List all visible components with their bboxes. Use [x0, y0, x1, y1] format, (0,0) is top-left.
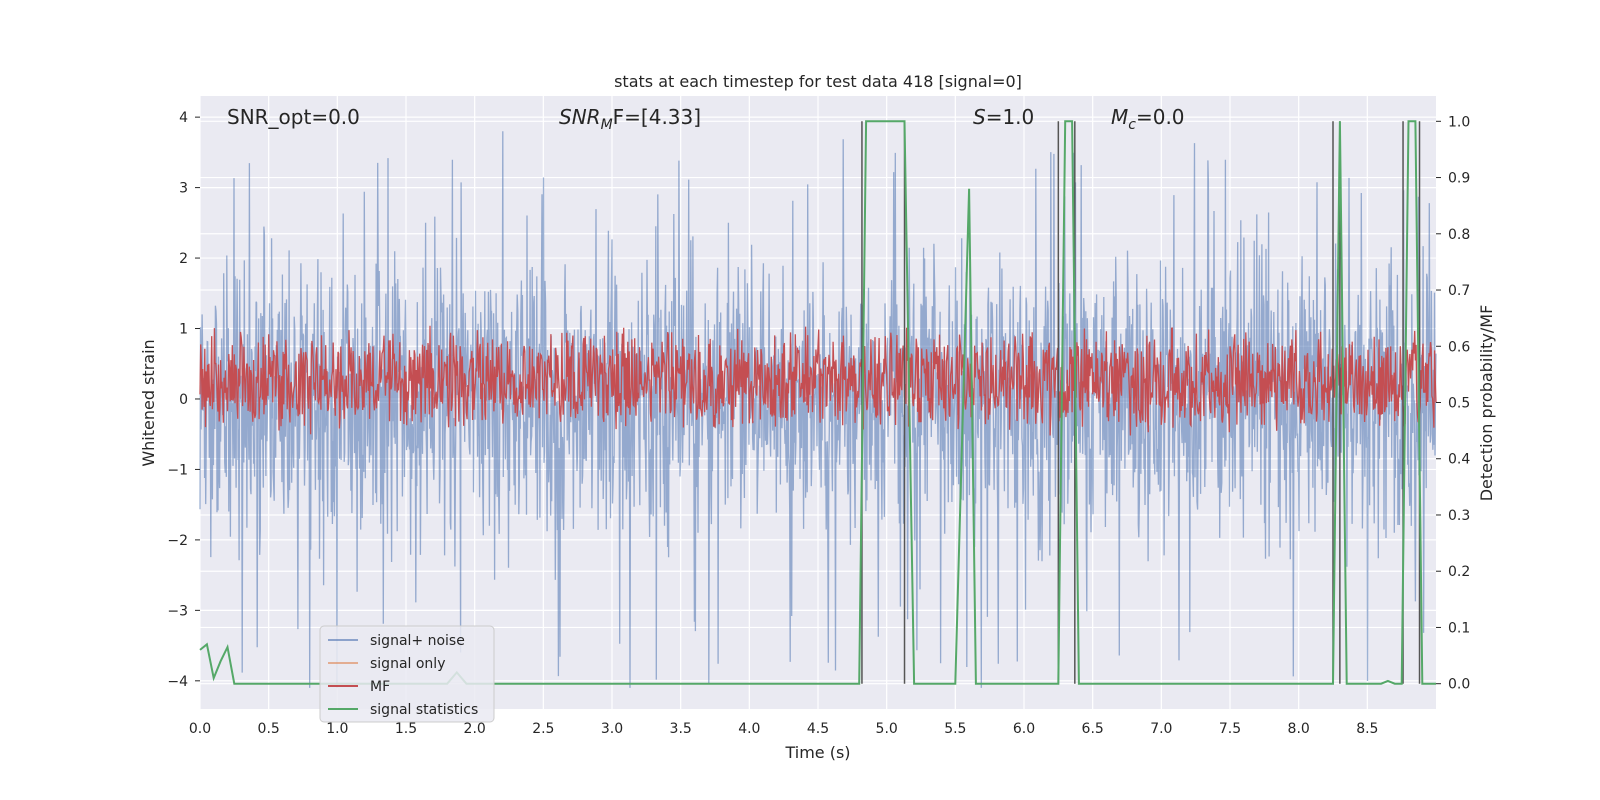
- x-axis-label: Time (s): [784, 743, 850, 762]
- x-tick-label: 7.0: [1150, 721, 1172, 737]
- annotation-snr-opt: SNR_opt=0.0: [227, 105, 360, 129]
- x-tick-label: 1.5: [395, 721, 417, 737]
- legend-label-mf: MF: [370, 679, 390, 695]
- annotation-mc-sub: c: [1128, 117, 1136, 133]
- annotation-mc-rest: =0.0: [1136, 105, 1185, 129]
- legend-label-signal-noise: signal+ noise: [370, 633, 465, 649]
- x-tick-label: 7.5: [1219, 721, 1241, 737]
- x-tick-label: 3.0: [601, 721, 623, 737]
- x-tick-label: 5.5: [944, 721, 966, 737]
- y-tick-label: −4: [167, 674, 188, 690]
- y-right-tick-label: 0.7: [1448, 283, 1470, 299]
- x-tick-labels: 0.0 0.5 1.0 1.5 2.0 2.5 3.0 3.5 4.0 4.5 5.0 5.5 6.0 6…: [189, 721, 1379, 737]
- x-tick-label: 5.0: [876, 721, 898, 737]
- y-right-tick-label: 0.9: [1448, 171, 1470, 187]
- y-tick-label: 4: [179, 110, 188, 126]
- legend-box: [319, 625, 495, 723]
- mf-series: [199, 325, 1437, 436]
- x-tick-label: 8.0: [1288, 721, 1310, 737]
- y-right-tick-label: 0.0: [1448, 677, 1470, 693]
- x-tick-label: 6.0: [1013, 721, 1035, 737]
- legend-label-signal-statistics: signal statistics: [370, 702, 478, 718]
- annotation-snr-mf-rest: F=[4.33]: [613, 105, 701, 129]
- x-tick-label: 3.5: [670, 721, 692, 737]
- annotation-s: S=1.0: [973, 105, 1034, 129]
- y-right-tick-label: 0.3: [1448, 508, 1470, 524]
- y-tick-label: 2: [179, 251, 188, 267]
- y-tick-label: −3: [167, 603, 188, 619]
- y-right-tick-label: 0.4: [1448, 452, 1470, 468]
- y-right-tick-label: 0.6: [1448, 339, 1470, 355]
- annotation-s-rest: =1.0: [986, 105, 1035, 129]
- x-tick-label: 8.5: [1356, 721, 1378, 737]
- legend-label-signal-only: signal only: [370, 656, 445, 672]
- x-tick-label: 4.0: [738, 721, 760, 737]
- y-right-tick-label: 0.5: [1448, 396, 1470, 412]
- signal-noise-line: [199, 131, 1437, 688]
- y-right-axis-label: Detection probability/MF: [1477, 305, 1496, 502]
- annotation-mc: Mc=0.0: [1111, 105, 1185, 133]
- annotation-mc-main: M: [1111, 105, 1128, 129]
- x-tick-label: 0.0: [189, 721, 211, 737]
- legend: signal+ noise signal only MF signal stat…: [319, 625, 495, 723]
- annotation-snr-mf-main: SNR: [559, 105, 601, 129]
- y-right-tick-label: 0.1: [1448, 620, 1470, 636]
- x-tick-label: 4.5: [807, 721, 829, 737]
- signal-statistics-series: [199, 120, 1436, 685]
- y-tick-label: 1: [179, 322, 188, 338]
- x-tick-label: 2.5: [532, 721, 554, 737]
- y-tick-label: −1: [167, 462, 188, 478]
- y-tick-label: 3: [179, 181, 188, 197]
- y-right-tick-label: 1.0: [1448, 114, 1470, 130]
- y-tick-label: 0: [179, 392, 188, 408]
- y-right-tick-labels: 0.0 0.1 0.2 0.3 0.4 0.5 0.6 0.7 0.8 0.9 1.0: [1436, 114, 1470, 693]
- x-tick-label: 0.5: [258, 721, 280, 737]
- y-axis-label: Whitened strain: [139, 339, 158, 466]
- chart-title: stats at each timestep for test data 418…: [614, 72, 1022, 91]
- y-right-tick-label: 0.8: [1448, 227, 1470, 243]
- y-tick-label: −2: [167, 533, 188, 549]
- y-right-tick-label: 0.2: [1448, 564, 1470, 580]
- mf-line: [199, 325, 1437, 436]
- annotation-snr-mf: SNRMF=[4.33]: [559, 105, 701, 133]
- x-tick-label: 6.5: [1082, 721, 1104, 737]
- annotation-snr-mf-sub: M: [601, 117, 613, 133]
- x-tick-label: 2.0: [464, 721, 486, 737]
- signal-statistics-line: [199, 120, 1436, 685]
- x-tick-label: 1.0: [326, 721, 348, 737]
- signal-noise-series: [199, 131, 1437, 688]
- annotation-s-main: S: [973, 105, 986, 129]
- y-tick-labels: −4 −3 −2 −1 0 1 2 3 4: [167, 110, 200, 690]
